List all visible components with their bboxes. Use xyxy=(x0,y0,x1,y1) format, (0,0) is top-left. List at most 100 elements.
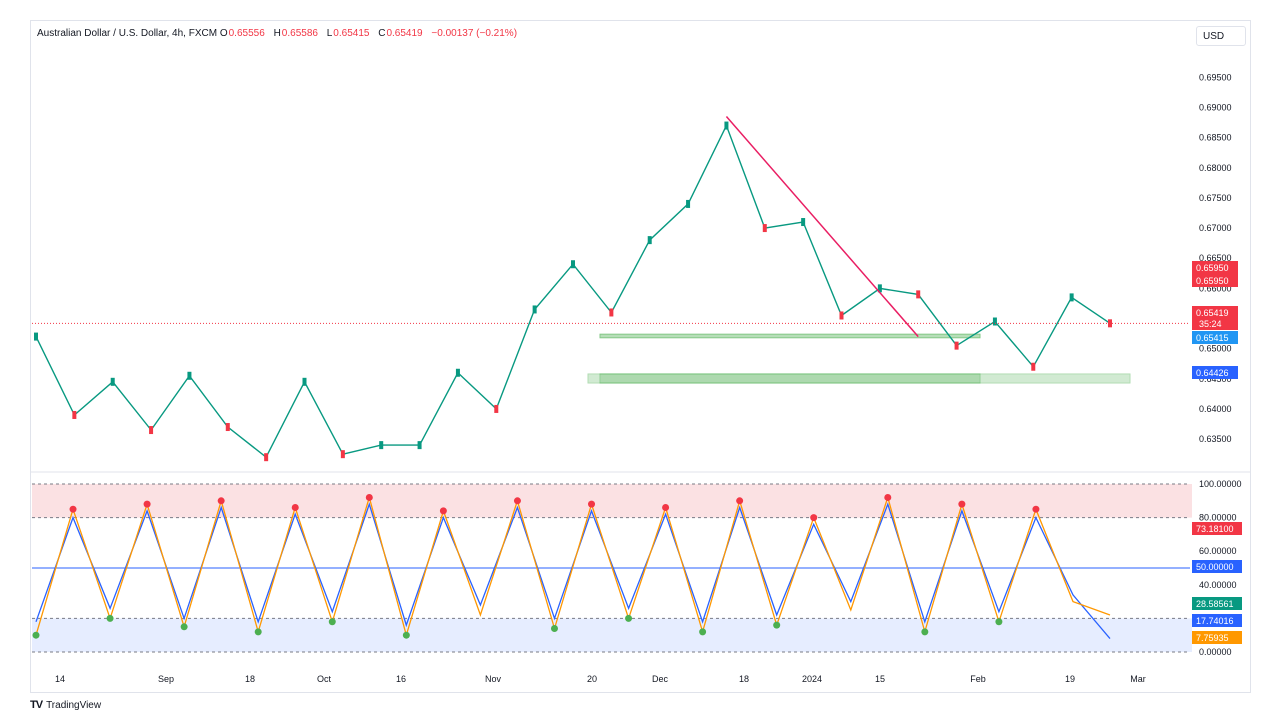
oscillator-label-badge xyxy=(1192,560,1242,573)
candle xyxy=(801,218,806,227)
price-label-text: 0.65950 xyxy=(1196,276,1229,286)
oscillator-axis-tick: 40.00000 xyxy=(1199,580,1237,590)
signal-dot xyxy=(513,497,521,505)
change-value: −0.00137 (−0.21%) xyxy=(431,28,518,39)
oscillator-label-badge xyxy=(1192,631,1242,644)
candle xyxy=(72,410,77,419)
signal-dot xyxy=(773,621,781,629)
price-series-line xyxy=(35,123,1111,459)
oscillator-axis-tick: 60.00000 xyxy=(1199,546,1237,556)
oscillator-axis-tick: 0.00000 xyxy=(1199,647,1232,657)
price-label-text: 0.65950 xyxy=(1196,263,1229,273)
open-value: 0.65556 xyxy=(228,28,265,39)
tradingview-brand[interactable]: TV TradingView xyxy=(30,699,101,711)
tradingview-logo-icon: TV xyxy=(30,699,43,711)
close-value: 0.65419 xyxy=(386,28,423,39)
candle xyxy=(187,371,192,380)
signal-dot xyxy=(550,624,558,632)
candle xyxy=(264,453,269,462)
signal-dot xyxy=(402,631,410,639)
price-axis-tick: 0.68000 xyxy=(1199,163,1232,173)
price-axis-tick: 0.67000 xyxy=(1199,223,1232,233)
low-value: 0.65415 xyxy=(333,28,370,39)
price-label-badge xyxy=(1192,274,1238,287)
candle xyxy=(839,311,844,320)
time-axis-tick: 18 xyxy=(245,674,255,684)
price-axis-tick: 0.65000 xyxy=(1199,344,1232,354)
oscillator-label-badge xyxy=(1192,522,1242,535)
candle xyxy=(762,224,767,233)
symbol-title[interactable]: Australian Dollar / U.S. Dollar, 4h, FXC… xyxy=(37,28,218,39)
time-axis-tick: 19 xyxy=(1065,674,1075,684)
axes: 0.69500 0.69000 0.68500 0.68000 0.67500 0.670… xyxy=(30,72,1251,684)
high-label: H xyxy=(273,28,281,39)
time-axis-tick: Feb xyxy=(970,674,986,684)
candle xyxy=(225,423,230,432)
signal-dot xyxy=(884,493,892,501)
time-axis-tick: Sep xyxy=(158,674,174,684)
candle xyxy=(954,341,959,350)
candle xyxy=(1031,362,1036,371)
close-label: C xyxy=(378,28,386,39)
signal-dot xyxy=(365,493,373,501)
price-label-text: 0.64426 xyxy=(1196,368,1229,378)
low-label: L xyxy=(326,28,333,39)
price-axis-tick: 0.63500 xyxy=(1199,434,1232,444)
price-label-text: 0.65415 xyxy=(1196,333,1229,343)
open-label: O xyxy=(219,28,228,39)
price-label-text: 0.65419 xyxy=(1196,308,1229,318)
time-axis-tick: 20 xyxy=(587,674,597,684)
time-axis-tick: 2024 xyxy=(802,674,822,684)
currency-button[interactable]: USD xyxy=(1196,26,1246,46)
candle xyxy=(877,284,882,293)
signal-dot xyxy=(995,618,1003,626)
price-label-badge xyxy=(1192,331,1238,344)
high-value: 0.65586 xyxy=(281,28,318,39)
candle xyxy=(455,368,460,377)
signal-dot xyxy=(254,628,262,636)
stochastic-k-line xyxy=(35,495,1111,638)
oscillator-axis-tick: 100.00000 xyxy=(1199,479,1242,489)
oscillator-label-badge xyxy=(1192,597,1242,610)
candle xyxy=(916,290,921,299)
signal-dot xyxy=(921,628,929,636)
price-axis-tick: 0.64000 xyxy=(1199,404,1232,414)
signal-dot xyxy=(1032,505,1040,513)
signal-dot xyxy=(32,631,40,639)
signal-dot xyxy=(662,504,670,512)
time-axis-tick: Dec xyxy=(652,674,669,684)
candle xyxy=(494,404,499,413)
signal-dot xyxy=(291,504,299,512)
price-pane xyxy=(32,116,1190,462)
signal-dot xyxy=(736,497,744,505)
candle xyxy=(34,332,38,341)
candle xyxy=(302,377,307,386)
candle xyxy=(647,236,652,245)
signal-dot xyxy=(217,497,225,505)
price-label-badge xyxy=(1192,366,1238,379)
price-axis-tick: 0.66000 xyxy=(1199,283,1232,293)
time-axis-tick: 18 xyxy=(739,674,749,684)
oscillator-axis-tick: 80.00000 xyxy=(1199,513,1237,523)
candle xyxy=(992,317,997,326)
candle xyxy=(609,308,614,317)
candle xyxy=(571,260,575,269)
price-axis-tick: 0.69000 xyxy=(1199,102,1232,112)
price-label-badge xyxy=(1192,306,1238,330)
candle xyxy=(417,441,422,450)
oversold-band xyxy=(32,618,1192,652)
signal-dot xyxy=(106,614,114,622)
signal-dot xyxy=(69,505,77,513)
time-axis-tick: 16 xyxy=(396,674,406,684)
support-zone-extended xyxy=(587,373,1131,384)
oscillator-label-badge xyxy=(1192,614,1242,627)
signal-dot xyxy=(588,500,596,508)
signal-dot xyxy=(958,500,966,508)
time-axis-tick: Oct xyxy=(317,674,332,684)
candle xyxy=(686,199,691,208)
support-zone xyxy=(599,333,981,339)
oscillator-label-text: 7.75935 xyxy=(1196,633,1229,643)
signal-dot xyxy=(699,628,707,636)
oscillator-label-text: 28.58561 xyxy=(1196,599,1234,609)
